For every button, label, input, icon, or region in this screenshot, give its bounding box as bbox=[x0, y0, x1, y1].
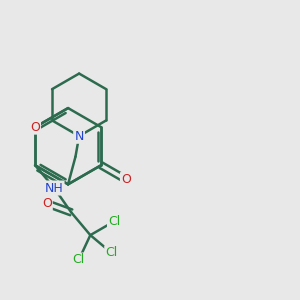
Text: Cl: Cl bbox=[105, 246, 118, 259]
Text: O: O bbox=[30, 121, 40, 134]
Text: N: N bbox=[74, 130, 84, 142]
Text: NH: NH bbox=[45, 182, 64, 194]
Text: O: O bbox=[121, 173, 131, 186]
Text: Cl: Cl bbox=[108, 215, 120, 228]
Text: Cl: Cl bbox=[73, 254, 85, 266]
Text: N: N bbox=[74, 130, 84, 142]
Text: O: O bbox=[42, 197, 52, 210]
